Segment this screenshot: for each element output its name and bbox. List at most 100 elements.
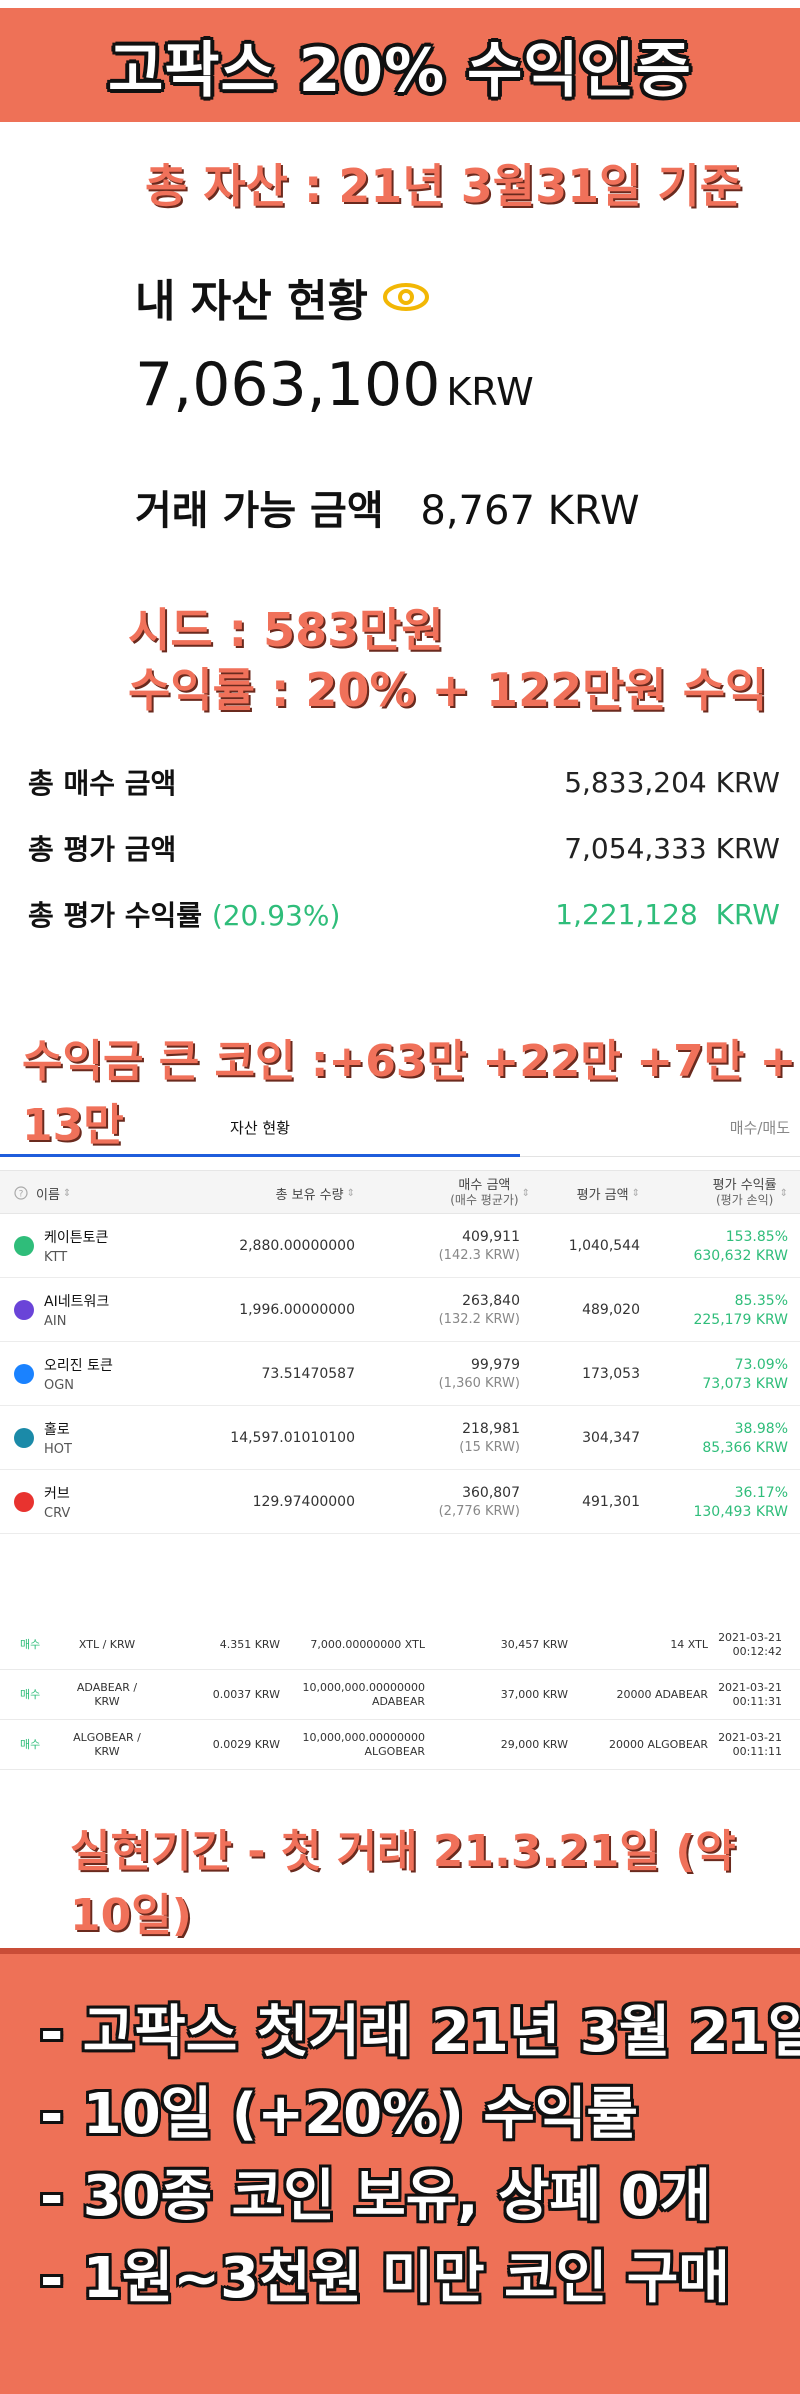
buy-cell: 218,981 (15 KRW) — [459, 1406, 520, 1470]
trade-qty: 20000 ALGOBEAR — [609, 1738, 708, 1751]
eval-cell: 304,347 — [582, 1406, 640, 1470]
sort-icon: ⇕ — [521, 1187, 530, 1199]
tab-buy-sell[interactable]: 매수/매도 — [729, 1119, 790, 1137]
buy-amount: 263,840 — [462, 1293, 520, 1309]
th-buy-wrap: 매수 금액 (매수 평균가) — [450, 1179, 519, 1208]
coin-icon — [14, 1492, 34, 1512]
return-pct: 38.98% — [734, 1420, 788, 1437]
trade-clock: 00:11:11 — [732, 1745, 782, 1758]
help-icon[interactable]: ? — [14, 1186, 28, 1200]
bottom-line-2: - 10일 (+20%) 수익률 — [40, 2082, 638, 2147]
trade-volume-line2: ALGOBEAR — [364, 1745, 426, 1758]
qty-cell: 2,880.00000000 — [239, 1214, 355, 1278]
coin-symbol: CRV — [44, 1506, 71, 1521]
table-row[interactable]: 케이튼토큰 KTT 2,880.00000000 409,911 (142.3 KRW)… — [0, 1214, 800, 1278]
caption-period: 실현기간 - 첫 거래 21.3.21일 (약 10일) — [70, 1826, 736, 1941]
trade-row[interactable]: 매수 ALGOBEAR / KRW 0.0029 KRW 10,000,000.0000… — [0, 1720, 800, 1770]
th-qty[interactable]: 총 보유 수량 ⇕ — [276, 1171, 355, 1215]
bottom-banner: - 고팍스 첫거래 21년 3월 21일 - 10일 (+20%) 수익률 - … — [0, 1948, 800, 2394]
return-amount: 630,632 KRW — [693, 1247, 788, 1264]
th-buy-sub: (매수 평균가) — [450, 1193, 519, 1207]
return-cell: 85.35% 225,179 KRW — [693, 1278, 788, 1342]
table-row[interactable]: 홀로 HOT 14,597.01010100 218,981 (15 KRW) 304,3… — [0, 1406, 800, 1470]
sort-icon: ⇕ — [62, 1187, 72, 1199]
summary-total-return: 총 평가 수익률 (20.93%) 1,221,128 KRW — [28, 894, 780, 934]
trade-row[interactable]: 매수 XTL / KRW 4.351 KRW 7,000.00000000 XTL 30… — [0, 1620, 800, 1670]
th-buy[interactable]: 매수 금액 (매수 평균가) ⇕ — [450, 1171, 530, 1215]
caption-seed-line2: 수익률 : 20% + 122만원 수익 — [128, 663, 768, 717]
qty-cell: 73.51470587 — [261, 1342, 355, 1406]
trade-pair-line1: ADABEAR / — [76, 1681, 138, 1694]
coin-icon — [14, 1428, 34, 1448]
trade-price: 0.0037 KRW — [212, 1688, 280, 1701]
asset-amount-value: 7,063,100 — [135, 350, 441, 420]
total-return-pct: (20.93%) — [211, 899, 341, 932]
return-cell: 38.98% 85,366 KRW — [702, 1406, 788, 1470]
buy-cell: 99,979 (1,360 KRW) — [439, 1342, 520, 1406]
coin-name: AI네트워크 — [44, 1294, 110, 1310]
trade-type: 매수 — [20, 1688, 41, 1701]
table-row[interactable]: 오리진 토큰 OGN 73.51470587 99,979 (1,360 KRW) 173… — [0, 1342, 800, 1406]
eval-amount: 491,301 — [582, 1494, 640, 1510]
return-pct: 36.17% — [734, 1484, 788, 1501]
eval-amount: 304,347 — [582, 1430, 640, 1446]
available-unit: KRW — [547, 488, 640, 534]
th-name[interactable]: ? 이름 ⇕ — [14, 1171, 71, 1215]
trade-volume: 7,000.00000000 XTL — [275, 1620, 425, 1670]
trade-pair-line2: KRW — [94, 1695, 120, 1708]
eval-amount: 489,020 — [582, 1302, 640, 1318]
trade-pair-line1: ALGOBEAR / — [73, 1731, 141, 1744]
trade-date: 2021-03-21 — [718, 1631, 782, 1644]
eval-cell: 489,020 — [582, 1278, 640, 1342]
svg-text:?: ? — [19, 1190, 24, 1200]
bottom-line-3: - 30종 코인 보유, 상폐 0개 — [40, 2164, 712, 2229]
buy-average: (1,360 KRW) — [438, 1376, 520, 1391]
trade-volume: 10,000,000.00000000 ALGOBEAR — [275, 1720, 425, 1770]
caption-seed: 시드 : 583만원 수익률 : 20% + 122만원 수익 — [128, 600, 767, 720]
coin-name: 커브 — [44, 1486, 70, 1502]
tab-asset-status[interactable]: 자산 현황 — [0, 1105, 520, 1157]
trade-row[interactable]: 매수 ADABEAR / KRW 0.0037 KRW 10,000,000.00000… — [0, 1670, 800, 1720]
coin-qty: 73.51470587 — [261, 1366, 355, 1382]
trade-date: 2021-03-21 — [718, 1681, 782, 1694]
table-row[interactable]: 커브 CRV 129.97400000 360,807 (2,776 KRW) 491,3… — [0, 1470, 800, 1534]
sort-icon: ⇕ — [779, 1187, 788, 1199]
qty-cell: 14,597.01010100 — [230, 1406, 355, 1470]
coin-icon — [14, 1364, 34, 1384]
trade-clock: 00:11:31 — [732, 1695, 782, 1708]
buy-average: (142.3 KRW) — [438, 1248, 520, 1263]
buy-average: (2,776 KRW) — [438, 1504, 520, 1519]
trade-time: 2021-03-21 00:12:42 — [712, 1620, 782, 1670]
trade-time: 2021-03-21 00:11:11 — [712, 1720, 782, 1770]
bottom-line-4: - 1원~3천원 미만 코인 구매 — [40, 2246, 730, 2311]
th-name-label: 이름 — [36, 1187, 60, 1203]
buy-cell: 409,911 (142.3 KRW) — [439, 1214, 520, 1278]
caption-big-coins: 수익금 큰 코인 :+63만 +22만 +7만 + 13만 — [22, 1036, 797, 1151]
trade-volume: 10,000,000.00000000 ADABEAR — [275, 1670, 425, 1720]
eval-cell: 491,301 — [582, 1470, 640, 1534]
return-pct: 153.85% — [725, 1228, 788, 1245]
asset-amount: 7,063,100 KRW — [135, 350, 534, 420]
return-amount: 73,073 KRW — [702, 1375, 788, 1392]
banner-title: 고팍스 20% 수익인증 — [108, 35, 692, 106]
coin-qty: 1,996.00000000 — [239, 1302, 355, 1318]
eval-amount: 173,053 — [582, 1366, 640, 1382]
th-eval[interactable]: 평가 금액 ⇕ — [577, 1171, 640, 1215]
eye-icon[interactable] — [382, 282, 430, 312]
th-return-sub: (평가 손익) — [715, 1193, 774, 1207]
th-return[interactable]: 평가 수익률 (평가 손익) ⇕ — [713, 1171, 788, 1215]
trade-pair: XTL / KRW — [72, 1620, 142, 1670]
summary-total-buy: 총 매수 금액 5,833,204 KRW — [28, 762, 780, 802]
trade-clock: 00:12:42 — [732, 1645, 782, 1658]
coin-symbol: AIN — [44, 1314, 67, 1329]
holdings-rows: 케이튼토큰 KTT 2,880.00000000 409,911 (142.3 KRW)… — [0, 1214, 800, 1534]
trade-volume-line2: ADABEAR — [372, 1695, 425, 1708]
holdings-table: ? 이름 ⇕ 총 보유 수량 ⇕ 매수 금액 (매수 평균가) ⇕ 평가 금액 ⇕ 평가 … — [0, 1170, 800, 1534]
return-pct: 85.35% — [734, 1292, 788, 1309]
table-row[interactable]: AI네트워크 AIN 1,996.00000000 263,840 (132.2 KRW… — [0, 1278, 800, 1342]
coin-name-cell: AI네트워크 AIN — [44, 1278, 109, 1342]
return-amount: 225,179 KRW — [693, 1311, 788, 1328]
trade-date: 2021-03-21 — [718, 1731, 782, 1744]
buy-amount: 409,911 — [462, 1229, 520, 1245]
coin-name-cell: 케이튼토큰 KTT — [44, 1214, 108, 1278]
